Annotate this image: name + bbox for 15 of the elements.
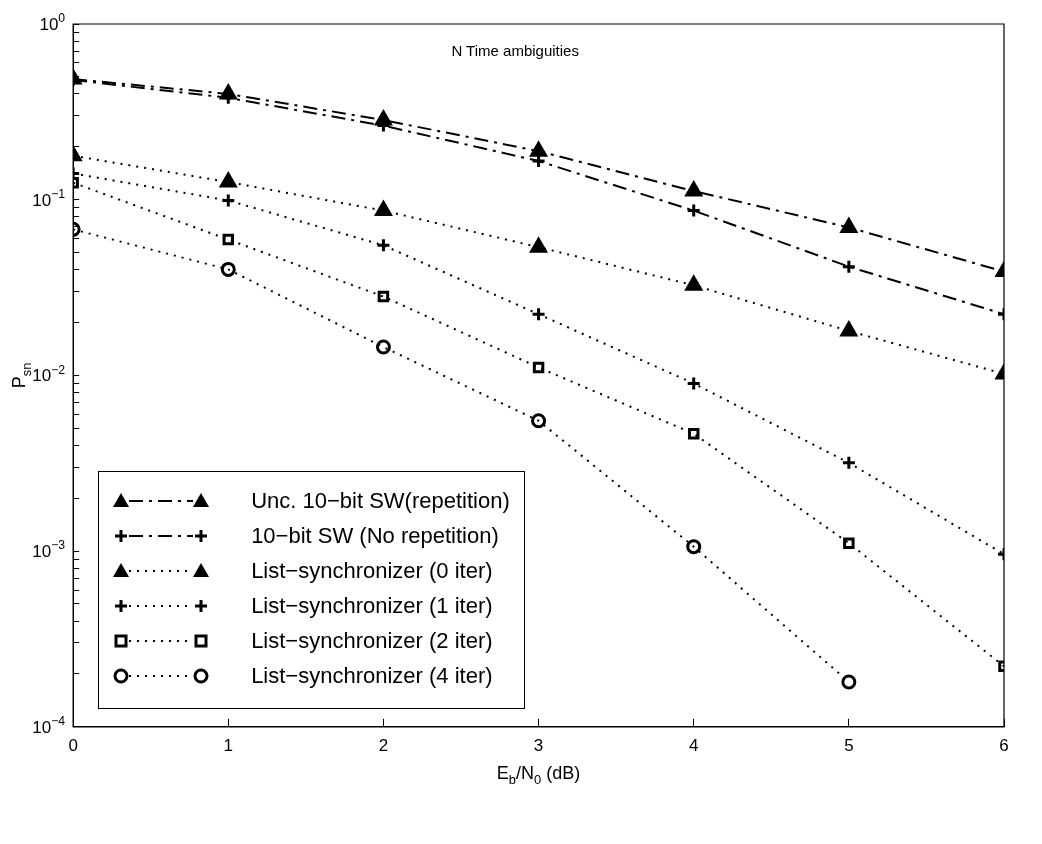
y-axis-title: Psn [9,362,34,389]
legend-label: 10−bit SW (No repetition) [251,523,499,550]
x-tick-label: 6 [999,735,1009,755]
legend-label: List−synchronizer (0 iter) [251,558,493,585]
x-tick-label: 0 [68,735,78,755]
legend-label: List−synchronizer (4 iter) [251,663,493,690]
x-tick-label: 4 [688,735,699,755]
x-tick-label: 1 [223,735,234,755]
x-tick-label: 2 [378,735,389,755]
x-tick-label: 3 [533,735,544,755]
legend-label: List−synchronizer (2 iter) [251,628,493,655]
annotation: N Time ambiguities [451,42,579,59]
legend-label: Unc. 10−bit SW(repetition) [251,488,510,515]
x-tick-label: 5 [844,735,854,755]
legend-label: List−synchronizer (1 iter) [251,593,493,620]
